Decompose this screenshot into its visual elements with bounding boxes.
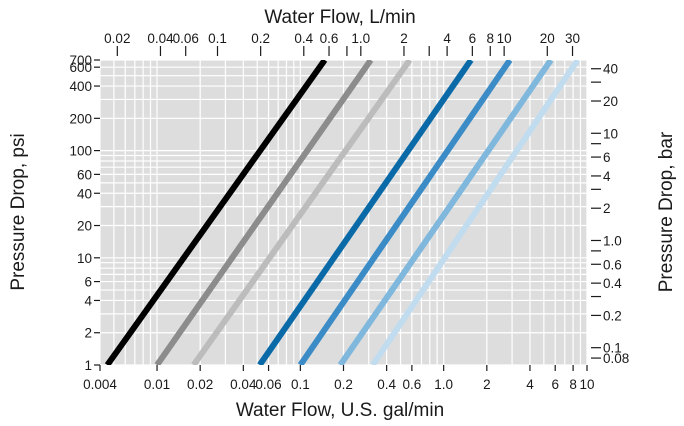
y-axis-title: Pressure Drop, psi [8,133,29,290]
y-axis-tick-label: 20 [77,219,92,234]
top-axis-tick-label: 0.04 [147,31,174,46]
y-axis-tick-label: 100 [69,144,92,159]
top-axis-tick-label: 0.06 [173,31,199,46]
x-axis-tick-label: 10 [579,377,594,392]
top-axis-tick-label: 0.6 [320,31,339,46]
y-axis-tick-label: 60 [77,167,92,182]
right-axis-tick-label: 10 [603,126,618,141]
top-axis-tick-label: 30 [565,31,580,46]
y-axis-tick-label: 40 [77,186,92,201]
right-axis-tick-label: 0.6 [603,257,622,272]
series-line [154,60,374,365]
top-axis-tick-label: 0.02 [104,31,130,46]
right-axis-tick-label: 4 [603,169,611,184]
x-axis-tick-label: 0.6 [402,377,421,392]
y-axis-tick-label: 700 [69,53,92,68]
right-axis-tick-label: 6 [603,150,611,165]
x-axis-tick-label: 0.1 [291,377,310,392]
x-axis-tick-label: 0.01 [144,377,170,392]
x-axis-title: Water Flow, U.S. gal/min [236,400,444,421]
right-axis-tick-label: 0.1 [603,341,622,356]
right-axis-tick-label: 1.0 [603,233,622,248]
series-line [337,60,554,365]
top-axis-tick-label: 6 [469,31,477,46]
right-axis-tick-label: 20 [603,94,618,109]
y-axis-tick-label: 200 [69,111,92,126]
x-axis-tick-label: 0.06 [255,377,281,392]
series-line [104,60,328,365]
y-axis-tick-label: 1 [84,358,92,373]
right-y-axis-title: Pressure Drop, bar [656,131,677,292]
y-axis-tick-label: 600 [69,60,92,75]
right-axis-tick-label: 0.08 [603,351,629,366]
series-line [297,60,513,365]
top-axis-tick-label: 2 [400,31,408,46]
y-axis-tick-label: 10 [77,251,92,266]
top-x-axis-title: Water Flow, L/min [264,7,415,28]
top-axis-tick-label: 1.0 [351,31,370,46]
right-axis-tick-label: 0.4 [603,276,622,291]
x-axis-tick-label: 1.0 [434,377,453,392]
top-axis-tick-label: 0.4 [294,31,313,46]
series-line [257,60,474,365]
series-line [370,60,581,365]
top-axis-tick-label: 0.1 [208,31,227,46]
series-lines [104,60,581,365]
right-axis-tick-label: 40 [603,62,618,77]
x-axis-tick-label: 0.2 [334,377,353,392]
y-axis-tick-label: 6 [84,275,92,290]
x-axis-tick-label: 0.4 [377,377,396,392]
x-axis-tick-label: 2 [483,377,491,392]
grid-lines [99,59,588,366]
axes: 0.004 0.01 0.02 0.040.06 0.1 0.2 0.4 0.6 1.0 2 4 6 8… [69,31,629,392]
top-axis-tick-label: 4 [443,31,451,46]
x-axis-tick-label: 0.004 [83,377,117,392]
x-axis-tick-label: 0.04 [230,377,257,392]
x-axis-tick-label: 6 [551,377,559,392]
y-axis-tick-label: 400 [69,79,92,94]
x-axis-tick-label: 8 [569,377,577,392]
series-line [191,60,413,365]
x-axis-tick-label: 4 [526,377,534,392]
right-axis-tick-label: 0.2 [603,308,622,323]
top-axis-tick-label: 10 [497,31,512,46]
right-axis-tick-label: 2 [603,201,611,216]
y-axis-tick-label: 4 [84,293,92,308]
x-axis-tick-label: 0.02 [187,377,213,392]
top-axis-tick-label: 0.2 [251,31,270,46]
top-axis-tick-label: 20 [540,31,555,46]
top-axis-tick-label: 8 [486,31,494,46]
y-axis-tick-label: 2 [84,326,92,341]
